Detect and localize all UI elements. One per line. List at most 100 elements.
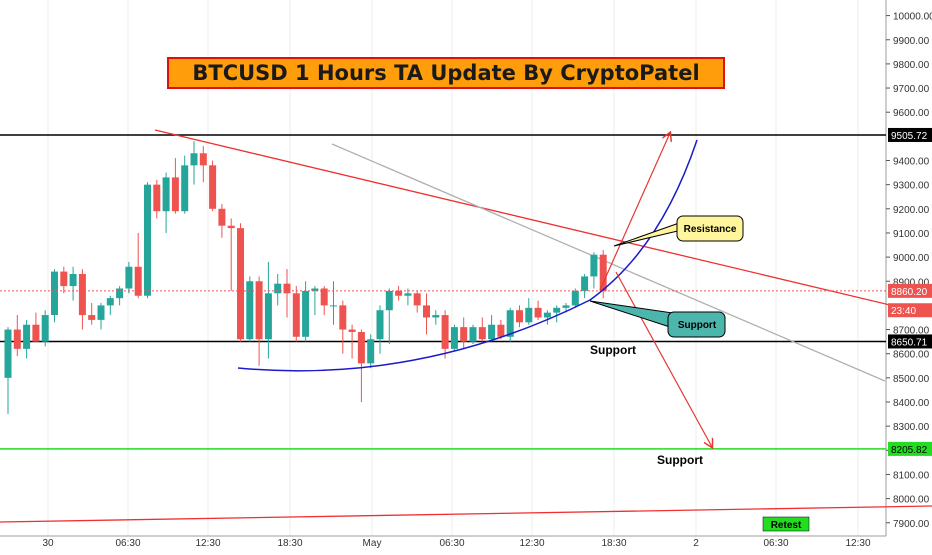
retest-badge: Retest (762, 516, 810, 532)
x-axis-ticks: 30 06:30 12:30 18:30 May 06:30 12:30 18:30 2 06:3… (42, 538, 871, 549)
candle-body (404, 293, 412, 296)
support-callout-text: Support (678, 320, 717, 331)
price-badge-label: 23:40 (891, 306, 916, 317)
candle-body (144, 184, 151, 296)
candle-body (237, 228, 244, 340)
candle-body (311, 288, 319, 291)
price-badge-label: 8650.71 (891, 337, 928, 348)
candle-body (41, 315, 49, 342)
candle-body (506, 310, 514, 337)
candle-body (367, 339, 375, 364)
candle-body (23, 324, 31, 349)
y-tick-label: 9300.00 (893, 181, 930, 192)
candle-body (497, 324, 505, 337)
x-tick-label: 18:30 (601, 538, 626, 549)
candle-body (190, 153, 198, 166)
grid (47, 0, 859, 536)
candle-body (181, 165, 189, 212)
y-tick-label: 7900.00 (893, 519, 930, 530)
candle-body (292, 293, 300, 337)
y-tick-label: 10000.00 (893, 12, 932, 23)
candle-body (209, 165, 217, 209)
candle-body (60, 271, 68, 287)
price-badge (888, 127, 932, 142)
candle-body (534, 307, 542, 318)
price-badges: 9505.72 8860.20 23:40 8650.71 8205.82 (888, 127, 932, 456)
candle-body (283, 283, 291, 294)
candle-body (460, 327, 468, 342)
y-tick-label: 8300.00 (893, 422, 930, 433)
candle-body (543, 312, 551, 318)
candle-body (97, 305, 105, 320)
x-tick-label: 12:30 (519, 538, 544, 549)
candle-body (125, 266, 133, 289)
candle-body (255, 281, 263, 340)
x-tick-label: May (363, 538, 382, 549)
candle-body (478, 327, 486, 340)
candle-body (32, 324, 40, 342)
candle-body (413, 293, 421, 306)
x-tick-label: 18:30 (277, 538, 302, 549)
resistance-callout-text: Resistance (684, 224, 737, 235)
y-tick-label: 9600.00 (893, 108, 930, 119)
x-tick-label: 06:30 (763, 538, 788, 549)
x-tick-label: 30 (42, 538, 54, 549)
price-badge (888, 334, 932, 349)
candle-body (106, 298, 114, 306)
trendline (154, 129, 932, 316)
x-tick-label: 12:30 (195, 538, 220, 549)
candle-body (218, 208, 226, 226)
y-tick-label: 9400.00 (893, 157, 930, 168)
candle-body (553, 307, 561, 313)
x-tick-label: 06:30 (439, 538, 464, 549)
y-tick-label: 8000.00 (893, 495, 930, 506)
candle-body (395, 290, 403, 296)
candle-body (116, 288, 124, 299)
candle-body (199, 153, 207, 166)
candle-body (469, 327, 477, 342)
candle-body (227, 225, 235, 229)
support-label-lower: Support (657, 453, 703, 467)
price-badge-label: 8205.82 (891, 445, 928, 456)
x-tick-label: 06:30 (115, 538, 140, 549)
candle-body (599, 254, 607, 291)
bullish-projection-arrow (599, 133, 670, 291)
price-badge-label: 8860.20 (891, 287, 928, 298)
y-tick-label: 8900.00 (893, 277, 930, 288)
candle-body (4, 329, 12, 378)
candle-body (348, 329, 356, 332)
chart-title: BTCUSD 1 Hours TA Update By CryptoPatel (167, 57, 725, 89)
candle-body (274, 283, 282, 294)
price-badge (888, 303, 932, 318)
y-tick-label: 8400.00 (893, 398, 930, 409)
candle-body (78, 274, 86, 316)
candle-body (13, 329, 21, 349)
retest-text: Retest (771, 520, 802, 531)
trendline (0, 505, 932, 523)
price-badge (888, 441, 932, 456)
y-tick-label: 9200.00 (893, 205, 930, 216)
y-tick-label: 8500.00 (893, 374, 930, 385)
candles (4, 141, 607, 415)
candle-body (488, 324, 496, 340)
candle-body (69, 274, 77, 287)
trendlines (0, 129, 932, 523)
horizontal-levels (0, 134, 886, 450)
candle-body (385, 290, 393, 311)
candle-body (153, 184, 161, 212)
candle-body (357, 331, 365, 364)
y-tick-label: 9900.00 (893, 36, 930, 47)
candle-body (516, 310, 523, 323)
y-tick-label: 8600.00 (893, 350, 930, 361)
resistance-callout: Resistance (613, 215, 744, 247)
support-label-upper: Support (590, 343, 636, 357)
bearish-projection-arrow (615, 271, 712, 447)
candle-body (302, 290, 310, 337)
y-tick-label: 8700.00 (893, 326, 930, 337)
candle-body (571, 290, 579, 306)
trendline (331, 143, 886, 382)
candle-body (376, 310, 384, 340)
price-badge-label: 9505.72 (891, 131, 928, 142)
candle-body (590, 254, 598, 277)
